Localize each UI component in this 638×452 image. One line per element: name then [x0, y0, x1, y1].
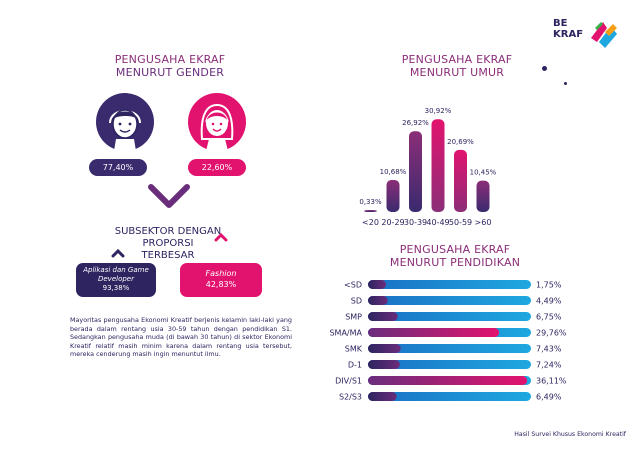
- chevron-up-icon: [111, 249, 125, 258]
- age-chart-title-line2: MENURUT UMUR: [409, 66, 505, 79]
- age-category-label: 40-49: [426, 218, 449, 227]
- chevron-up-icon: [214, 233, 228, 242]
- edu-bar-value-label: 4,49%: [536, 297, 562, 306]
- edu-bar-sd: [368, 296, 388, 305]
- subsektor-fashion-label: Fashion: [205, 269, 237, 278]
- edu-category-label: SMA/MA: [329, 329, 362, 338]
- age-bar-value-label: 10,68%: [380, 168, 407, 176]
- gender-title: PENGUSAHA EKRAF MENURUT GENDER: [90, 53, 250, 79]
- age-chart-svg: 0,33% <20 10,68% 20-29 26,92% 30-39 30,92% 40-4…: [359, 107, 497, 227]
- edu-bar-s2s3: [368, 392, 397, 401]
- edu-category-label: SD: [351, 297, 362, 306]
- edu-chart-title-line1: PENGUSAHA EKRAF: [399, 243, 511, 256]
- age-category-label: <20: [362, 218, 379, 227]
- gender-title-line2: MENURUT GENDER: [115, 66, 225, 79]
- edu-category-label: D-1: [348, 361, 362, 370]
- age-chart-title-line1: PENGUSAHA EKRAF: [401, 53, 513, 66]
- age-chart: 0,33% <20 10,68% 20-29 26,92% 30-39 30,92% 40-4…: [355, 95, 555, 235]
- logo-text-be: BE: [553, 18, 568, 29]
- age-bar-2029: [386, 179, 400, 212]
- female-percentage: 22,60%: [188, 159, 246, 176]
- age-bar-value-label: 30,92%: [425, 107, 452, 115]
- edu-category-label: S2/S3: [339, 393, 362, 402]
- subsektor-app-label-line1: Aplikasi dan Game: [83, 266, 149, 274]
- male-face-icon: [109, 109, 141, 151]
- edu-bar-divs1: [368, 376, 528, 385]
- age-bar-value-label: 0,33%: [359, 198, 382, 206]
- edu-bar-value-label: 29,76%: [536, 329, 567, 338]
- edu-bar-smama: [368, 328, 500, 337]
- edu-bar-smp: [368, 312, 398, 321]
- edu-bar-track: [368, 312, 531, 321]
- subsektor-title-line1: SUBSEKTOR DENGAN PROPORSI: [114, 226, 222, 249]
- logo-text-kraf: KRAF: [553, 29, 584, 40]
- edu-category-label: DIV/S1: [335, 377, 362, 386]
- edu-category-label: <SD: [344, 281, 362, 290]
- subsektor-app-percentage: 93,38%: [102, 284, 130, 292]
- logo-emblem-icon: [591, 22, 617, 48]
- edu-bar-d1: [368, 360, 400, 369]
- age-category-label: >60: [475, 218, 492, 227]
- age-bar-value-label: 26,92%: [402, 119, 429, 127]
- male-percentage: 77,40%: [89, 159, 147, 176]
- edu-bar-track: [368, 360, 531, 369]
- age-bar-value-label: 20,69%: [447, 138, 474, 146]
- subsektor-app-label-line2: Developer: [97, 275, 134, 283]
- age-category-label: 20-29: [381, 218, 404, 227]
- subsektor-fashion-percentage: 42,83%: [205, 280, 237, 289]
- male-avatar: [96, 93, 154, 151]
- edu-chart: <SD 1,75% SD 4,49% SMP 6,75% SMA/MA 29,76% SMK 7,…: [300, 276, 600, 406]
- age-bar-60: [476, 180, 490, 212]
- summary-paragraph: Mayoritas pengusaha Ekonomi Kreatif berj…: [70, 316, 292, 359]
- subsektor-fashion-box: Fashion 42,83%: [180, 263, 262, 297]
- footer-source: Hasil Survei Khusus Ekonomi Kreatif: [514, 431, 626, 438]
- edu-chart-title-line2: MENURUT PENDIDIKAN: [389, 256, 521, 269]
- edu-bar-smk: [368, 344, 401, 353]
- bekraf-logo: BE KRAF: [553, 18, 625, 62]
- edu-bar-value-label: 7,24%: [536, 361, 562, 370]
- edu-chart-title: PENGUSAHA EKRAF MENURUT PENDIDIKAN: [360, 243, 550, 269]
- gender-title-line1: PENGUSAHA EKRAF: [114, 53, 226, 66]
- edu-category-label: SMP: [345, 313, 362, 322]
- female-avatar: [188, 93, 246, 151]
- edu-bar-value-label: 1,75%: [536, 281, 562, 290]
- decor-dot: [564, 82, 567, 85]
- edu-bar-track: [368, 280, 531, 289]
- edu-chart-svg: <SD 1,75% SD 4,49% SMP 6,75% SMA/MA 29,76% SMK 7,…: [329, 280, 567, 402]
- chevron-down-icon: [148, 184, 190, 208]
- edu-bar-value-label: 36,11%: [536, 377, 567, 386]
- age-bar-20: [364, 210, 377, 212]
- age-bar-5059: [454, 149, 467, 212]
- decor-dot: [542, 66, 547, 71]
- edu-bar-value-label: 7,43%: [536, 345, 562, 354]
- age-bar-4049: [431, 119, 445, 212]
- subsektor-app-box: Aplikasi dan Game Developer 93,38%: [76, 263, 156, 297]
- subsektor-title: SUBSEKTOR DENGAN PROPORSI TERBESAR: [88, 226, 248, 262]
- age-category-label: 30-39: [404, 218, 427, 227]
- age-bar-value-label: 10,45%: [470, 169, 497, 177]
- edu-bar-track: [368, 344, 531, 353]
- edu-category-label: SMK: [345, 345, 363, 354]
- edu-bar-track: [368, 392, 531, 401]
- edu-bar-track: [368, 296, 531, 305]
- subsektor-title-line2: TERBESAR: [141, 250, 195, 261]
- edu-bar-value-label: 6,49%: [536, 393, 562, 402]
- edu-bar-value-label: 6,75%: [536, 313, 562, 322]
- age-category-label: 50-59: [449, 218, 472, 227]
- female-face-icon: [200, 103, 234, 151]
- age-bar-3039: [409, 131, 422, 212]
- edu-bar-sd: [368, 280, 386, 289]
- age-chart-title: PENGUSAHA EKRAF MENURUT UMUR: [362, 53, 552, 79]
